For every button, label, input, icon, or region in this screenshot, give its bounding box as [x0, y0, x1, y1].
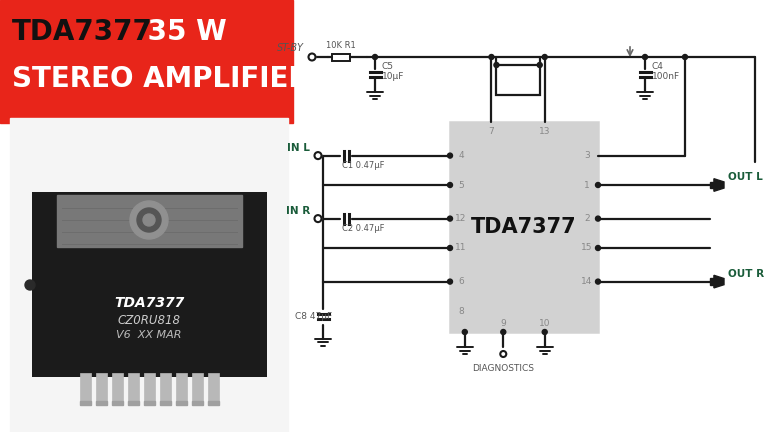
- Circle shape: [494, 63, 499, 67]
- Circle shape: [143, 214, 155, 226]
- Bar: [57, 195, 242, 247]
- Text: 1: 1: [584, 181, 590, 190]
- Text: 9: 9: [501, 318, 506, 327]
- Bar: [32, 192, 267, 377]
- Bar: [192, 401, 203, 405]
- Text: V6  XX MAR: V6 XX MAR: [116, 330, 182, 340]
- Bar: [710, 182, 714, 188]
- Bar: [176, 373, 187, 405]
- Bar: [128, 401, 139, 405]
- Bar: [144, 401, 155, 405]
- Circle shape: [595, 216, 601, 221]
- Text: 4: 4: [458, 151, 464, 160]
- Circle shape: [489, 54, 494, 60]
- Circle shape: [448, 279, 452, 284]
- Text: 3: 3: [584, 151, 590, 160]
- Bar: [128, 373, 139, 405]
- Text: 35 W: 35 W: [138, 18, 227, 46]
- Text: 6: 6: [458, 277, 464, 286]
- Text: 10μF: 10μF: [382, 72, 405, 81]
- Circle shape: [595, 245, 601, 251]
- Text: TDA7377: TDA7377: [472, 217, 577, 237]
- Circle shape: [315, 152, 322, 159]
- Circle shape: [542, 54, 548, 60]
- Circle shape: [542, 330, 548, 334]
- Circle shape: [595, 182, 601, 187]
- Circle shape: [538, 63, 542, 67]
- Text: 5: 5: [458, 181, 464, 190]
- Text: IN R: IN R: [286, 206, 310, 216]
- Text: OUT L: OUT L: [728, 172, 763, 182]
- Text: C1 0.47μF: C1 0.47μF: [342, 161, 385, 170]
- Circle shape: [595, 279, 601, 284]
- Circle shape: [501, 330, 506, 334]
- Bar: [208, 373, 219, 405]
- Bar: [192, 373, 203, 405]
- Circle shape: [683, 54, 687, 60]
- Text: 11: 11: [455, 244, 467, 252]
- Text: TDA7377: TDA7377: [114, 296, 184, 310]
- Bar: [208, 401, 219, 405]
- Text: 12: 12: [455, 214, 467, 223]
- Text: STEREO AMPLIFIER: STEREO AMPLIFIER: [12, 65, 310, 93]
- Bar: [144, 373, 155, 405]
- Circle shape: [372, 54, 378, 60]
- Polygon shape: [714, 275, 724, 288]
- Text: 100nF: 100nF: [652, 72, 680, 81]
- Bar: [0, 0, 293, 123]
- Bar: [112, 401, 123, 405]
- Circle shape: [448, 153, 452, 158]
- Bar: [176, 401, 187, 405]
- Bar: [450, 122, 598, 332]
- Circle shape: [462, 330, 467, 334]
- Circle shape: [137, 208, 161, 232]
- Bar: [710, 279, 714, 285]
- Circle shape: [448, 245, 452, 251]
- Bar: [160, 373, 171, 405]
- Circle shape: [448, 182, 452, 187]
- Text: 8: 8: [458, 306, 464, 315]
- Text: C8 47μF: C8 47μF: [295, 312, 332, 321]
- Text: IN L: IN L: [287, 143, 310, 152]
- Circle shape: [448, 216, 452, 221]
- Text: TDA7377: TDA7377: [12, 18, 153, 46]
- Text: C4: C4: [652, 62, 664, 71]
- Circle shape: [643, 54, 647, 60]
- Bar: [10, 118, 288, 432]
- Circle shape: [500, 351, 506, 357]
- Text: 2: 2: [584, 214, 590, 223]
- Text: 13: 13: [539, 127, 551, 136]
- Circle shape: [315, 215, 322, 222]
- Text: DIAGNOSTICS: DIAGNOSTICS: [472, 364, 535, 373]
- Text: 7: 7: [488, 127, 495, 136]
- Bar: [332, 54, 350, 60]
- Text: OUT R: OUT R: [728, 269, 764, 279]
- Polygon shape: [714, 179, 724, 191]
- Circle shape: [309, 54, 316, 60]
- Text: 14: 14: [581, 277, 593, 286]
- Text: CZ0RU818: CZ0RU818: [118, 314, 180, 327]
- Bar: [80, 401, 91, 405]
- Bar: [96, 401, 107, 405]
- Bar: [112, 373, 123, 405]
- Circle shape: [25, 280, 35, 290]
- Text: ST-BY: ST-BY: [277, 43, 304, 53]
- Bar: [160, 401, 171, 405]
- Text: 10: 10: [539, 318, 551, 327]
- Bar: [80, 373, 91, 405]
- Text: 15: 15: [581, 244, 593, 252]
- Circle shape: [130, 201, 168, 239]
- Text: 10K R1: 10K R1: [326, 41, 356, 50]
- Bar: [96, 373, 107, 405]
- Bar: [496, 65, 540, 95]
- Text: C2 0.47μF: C2 0.47μF: [342, 224, 385, 232]
- Text: C5: C5: [382, 62, 394, 71]
